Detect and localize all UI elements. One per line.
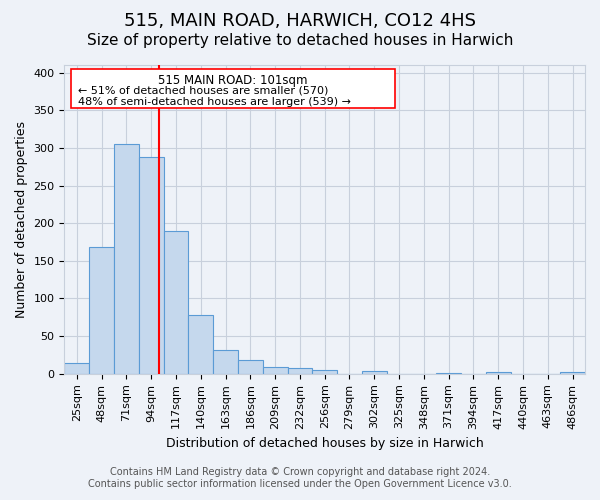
Text: 515 MAIN ROAD: 101sqm: 515 MAIN ROAD: 101sqm — [158, 74, 308, 87]
Text: ← 51% of detached houses are smaller (570): ← 51% of detached houses are smaller (57… — [78, 86, 328, 96]
Bar — [188, 315, 213, 374]
Bar — [64, 362, 89, 374]
Bar — [486, 372, 511, 374]
Bar — [313, 370, 337, 374]
Bar — [287, 368, 313, 374]
Y-axis label: Number of detached properties: Number of detached properties — [15, 121, 28, 318]
Bar — [436, 373, 461, 374]
Bar — [139, 157, 164, 374]
Bar — [362, 371, 386, 374]
Bar — [560, 372, 585, 374]
Bar — [238, 360, 263, 374]
FancyBboxPatch shape — [71, 69, 395, 108]
Bar — [164, 230, 188, 374]
Bar — [263, 367, 287, 374]
X-axis label: Distribution of detached houses by size in Harwich: Distribution of detached houses by size … — [166, 437, 484, 450]
Text: Contains HM Land Registry data © Crown copyright and database right 2024.
Contai: Contains HM Land Registry data © Crown c… — [88, 468, 512, 489]
Text: Size of property relative to detached houses in Harwich: Size of property relative to detached ho… — [87, 32, 513, 48]
Bar — [114, 144, 139, 374]
Bar — [213, 350, 238, 374]
Text: 48% of semi-detached houses are larger (539) →: 48% of semi-detached houses are larger (… — [78, 96, 351, 106]
Bar — [89, 248, 114, 374]
Text: 515, MAIN ROAD, HARWICH, CO12 4HS: 515, MAIN ROAD, HARWICH, CO12 4HS — [124, 12, 476, 30]
